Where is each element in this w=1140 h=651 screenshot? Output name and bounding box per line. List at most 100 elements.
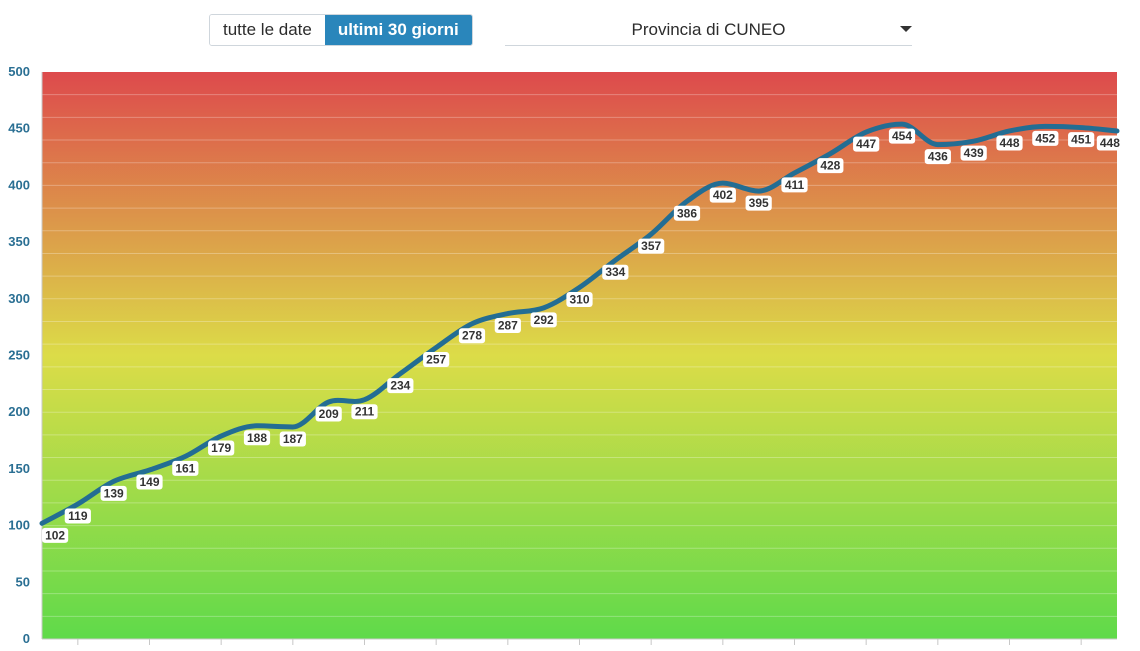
data-label-text: 188 xyxy=(247,431,267,445)
data-label-text: 436 xyxy=(928,150,948,164)
y-tick-label: 150 xyxy=(8,461,30,476)
data-point-label: 278 xyxy=(458,328,486,344)
data-label-box xyxy=(673,205,701,221)
data-label-box xyxy=(1068,132,1095,148)
caret-down-icon xyxy=(900,26,912,32)
data-point-label: 234 xyxy=(387,378,414,394)
data-label-text: 278 xyxy=(462,329,482,343)
data-point-label: 448 xyxy=(1096,135,1123,151)
data-label-text: 428 xyxy=(820,159,840,173)
data-label-text: 161 xyxy=(175,461,195,475)
y-tick-label: 350 xyxy=(8,234,30,249)
data-label-box xyxy=(458,328,486,344)
data-point-label: 436 xyxy=(924,149,951,165)
data-label-text: 395 xyxy=(749,196,769,210)
data-point-label: 411 xyxy=(781,177,808,193)
all-dates-button[interactable]: tutte le date xyxy=(210,15,325,45)
data-point-label: 209 xyxy=(315,406,342,422)
data-point-label: 139 xyxy=(100,485,127,501)
y-tick-label: 0 xyxy=(23,631,30,646)
data-point-label: 357 xyxy=(638,238,665,254)
plot-background xyxy=(42,72,1117,639)
data-label-box xyxy=(136,474,163,490)
data-label-text: 334 xyxy=(605,265,625,279)
data-label-text: 447 xyxy=(856,137,876,151)
data-label-box xyxy=(100,485,127,501)
y-tick-label: 400 xyxy=(8,177,30,192)
data-label-box xyxy=(1096,135,1123,151)
data-label-box xyxy=(602,264,629,280)
data-label-box xyxy=(64,508,91,524)
data-label-text: 292 xyxy=(534,313,554,327)
data-label-text: 209 xyxy=(319,407,339,421)
data-point-label: 448 xyxy=(996,135,1023,151)
data-point-label: 402 xyxy=(709,187,736,203)
series-line xyxy=(39,121,1120,526)
data-point-label: 428 xyxy=(817,158,844,174)
data-label-box xyxy=(494,318,521,334)
data-label-box xyxy=(315,406,342,422)
data-label-text: 452 xyxy=(1035,131,1055,145)
y-tick-label: 250 xyxy=(8,348,30,363)
data-point-label: 287 xyxy=(494,318,521,334)
data-label-text: 411 xyxy=(785,178,805,192)
data-label-text: 310 xyxy=(569,292,589,306)
data-point-label: 451 xyxy=(1068,132,1095,148)
data-label-box xyxy=(279,431,306,447)
data-label-box xyxy=(566,291,593,307)
data-label-text: 119 xyxy=(68,509,88,523)
last-30-days-button[interactable]: ultimi 30 giorni xyxy=(324,15,472,45)
data-point-label: 179 xyxy=(208,440,235,456)
data-label-box xyxy=(387,378,414,394)
data-label-text: 257 xyxy=(426,353,446,367)
data-label-text: 439 xyxy=(964,146,984,160)
data-label-box xyxy=(996,135,1023,151)
data-point-label: 439 xyxy=(960,145,987,161)
data-label-text: 287 xyxy=(498,319,518,333)
data-label-box xyxy=(924,149,951,165)
data-point-label: 119 xyxy=(64,508,91,524)
data-label-box xyxy=(853,136,880,152)
data-point-label: 211 xyxy=(351,404,378,420)
data-label-box xyxy=(243,430,271,446)
y-tick-label: 450 xyxy=(8,121,30,136)
data-label-box xyxy=(817,158,844,174)
data-point-label: 102 xyxy=(42,527,69,543)
data-label-text: 179 xyxy=(211,441,231,455)
data-point-label: 452 xyxy=(1032,130,1059,146)
data-label-text: 102 xyxy=(45,528,65,542)
data-label-text: 357 xyxy=(641,239,661,253)
data-label-text: 448 xyxy=(1100,136,1120,150)
data-point-label: 188 xyxy=(243,430,271,446)
data-label-text: 454 xyxy=(892,129,912,143)
data-point-label: 292 xyxy=(530,312,557,328)
data-label-box xyxy=(745,195,772,211)
data-point-label: 257 xyxy=(423,352,450,368)
date-range-toggle: tutte le date ultimi 30 giorni xyxy=(209,14,473,46)
data-label-box xyxy=(42,527,69,543)
y-tick-label: 50 xyxy=(16,574,30,589)
data-label-text: 386 xyxy=(677,206,697,220)
data-point-label: 161 xyxy=(172,460,199,476)
data-point-label: 447 xyxy=(853,136,880,152)
data-label-box xyxy=(709,187,736,203)
data-label-box xyxy=(638,238,665,254)
data-label-box xyxy=(351,404,378,420)
data-label-box xyxy=(172,460,199,476)
data-label-box xyxy=(888,128,916,144)
data-label-box xyxy=(781,177,808,193)
province-select-value: Provincia di CUNEO xyxy=(631,19,786,39)
data-label-box xyxy=(423,352,450,368)
y-tick-label: 100 xyxy=(8,518,30,533)
province-select[interactable]: Provincia di CUNEO xyxy=(505,14,912,46)
y-tick-label: 300 xyxy=(8,291,30,306)
data-label-box xyxy=(1032,130,1059,146)
data-label-text: 448 xyxy=(999,136,1019,150)
data-label-text: 211 xyxy=(355,405,375,419)
data-point-label: 395 xyxy=(745,195,772,211)
data-label-text: 234 xyxy=(390,379,410,393)
y-tick-label: 200 xyxy=(8,404,30,419)
data-label-box xyxy=(530,312,557,328)
data-label-text: 187 xyxy=(283,432,303,446)
